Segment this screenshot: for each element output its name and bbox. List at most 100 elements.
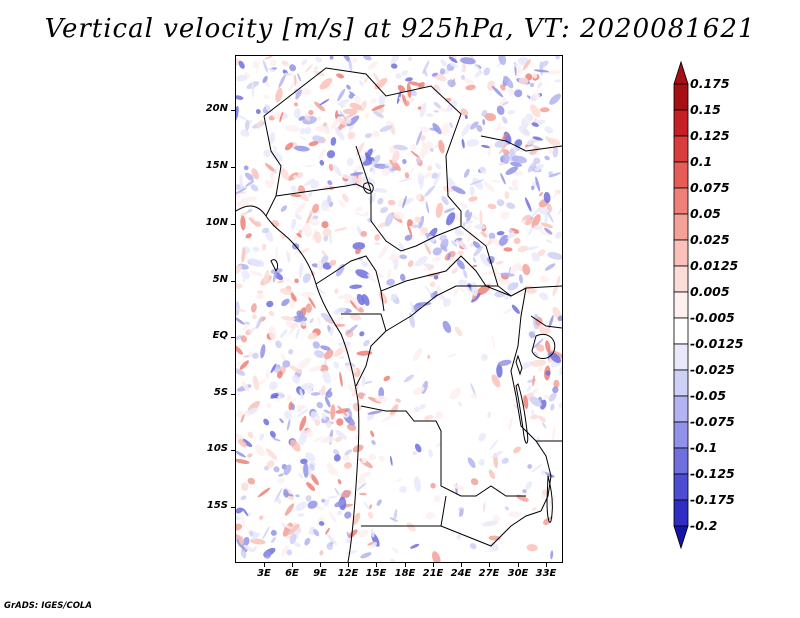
lon-tick	[264, 563, 265, 567]
lon-label: 33E	[535, 568, 557, 579]
colorbar-segment	[673, 265, 689, 293]
colorbar-label: -0.2	[690, 518, 718, 533]
colorbar-segment	[673, 83, 689, 111]
lat-tick	[231, 110, 235, 111]
country-borders	[236, 67, 562, 562]
lat-label: 5N	[212, 274, 228, 285]
colorbar-segment	[673, 187, 689, 215]
lake-malawi	[546, 475, 553, 523]
border-kenya	[530, 315, 562, 329]
lon-label: 15E	[365, 568, 387, 579]
lat-label: 15N	[205, 160, 228, 171]
colorbar-segment	[673, 499, 689, 527]
lon-tick	[376, 563, 377, 567]
colorbar-label: -0.075	[690, 414, 735, 429]
colorbar-label: 0.125	[690, 128, 730, 143]
lat-label: 20N	[205, 103, 228, 114]
colorbar-label: 0.175	[690, 76, 730, 91]
lon-label: 3E	[257, 568, 271, 579]
colorbar-segment	[673, 421, 689, 449]
lon-label: 30E	[507, 568, 529, 579]
lon-tick	[348, 563, 349, 567]
colorbar-label: 0.025	[690, 232, 730, 247]
colorbar-label: -0.125	[690, 466, 735, 481]
lat-tick	[231, 394, 235, 395]
chart-title: Vertical velocity [m/s] at 925hPa, VT: 2…	[44, 14, 756, 44]
colorbar-label: 0.075	[690, 180, 730, 195]
colorbar-label: -0.175	[690, 492, 735, 507]
border-east-frame	[480, 135, 562, 152]
colorbar-label: -0.025	[690, 362, 735, 377]
colorbar-label: 0.05	[690, 206, 721, 221]
vertical-velocity-field	[236, 56, 562, 562]
footer-credit: GrADS: IGES/COLA	[4, 601, 92, 611]
colorbar-label: -0.05	[690, 388, 727, 403]
border-congo	[341, 313, 387, 387]
colorbar-segment	[673, 109, 689, 137]
colorbar-label: -0.005	[690, 310, 735, 325]
lat-label: 10S	[206, 443, 228, 454]
colorbar-label: -0.0125	[690, 336, 744, 351]
border-north	[263, 67, 562, 297]
border-drc-north	[385, 285, 512, 332]
lon-tick	[461, 563, 462, 567]
lon-tick	[320, 563, 321, 567]
colorbar-label: -0.1	[690, 440, 718, 455]
lat-label: EQ	[212, 330, 228, 341]
coastline	[236, 205, 360, 562]
colorbar-segment	[673, 317, 689, 345]
lat-tick	[231, 450, 235, 451]
lat-tick	[231, 281, 235, 282]
colorbar-segment	[673, 135, 689, 163]
lon-tick	[489, 563, 490, 567]
colorbar-arrow-bottom	[673, 525, 689, 550]
colorbar-segment	[673, 369, 689, 397]
lon-label: 6E	[285, 568, 299, 579]
lon-label: 12E	[337, 568, 359, 579]
colorbar-segment	[673, 473, 689, 501]
colorbar-segment	[673, 213, 689, 241]
lat-tick	[231, 167, 235, 168]
lat-tick	[231, 507, 235, 508]
colorbar-segment	[673, 395, 689, 423]
colorbar-segment	[673, 161, 689, 189]
border-lake-chad	[355, 145, 462, 252]
velocity-speckle-layer	[236, 56, 562, 562]
lon-tick	[546, 563, 547, 567]
colorbar-segment	[673, 291, 689, 319]
lake-chad-shore	[363, 182, 374, 194]
border-car	[380, 255, 498, 292]
lon-tick	[292, 563, 293, 567]
colorbar-label: 0.15	[690, 102, 721, 117]
lat-label: 15S	[206, 500, 228, 511]
colorbar-label: 0.005	[690, 284, 730, 299]
border-angola	[360, 405, 526, 497]
lon-tick	[518, 563, 519, 567]
lake-albert	[515, 354, 523, 376]
lat-label: 10N	[205, 217, 228, 228]
lat-label: 5S	[213, 387, 228, 398]
lon-label: 9E	[313, 568, 327, 579]
lon-tick	[433, 563, 434, 567]
lon-label: 27E	[478, 568, 500, 579]
lon-label: 24E	[450, 568, 472, 579]
lon-label: 21E	[422, 568, 444, 579]
border-angola-south	[361, 495, 447, 527]
lat-tick	[231, 224, 235, 225]
lat-tick	[231, 337, 235, 338]
border-zambia	[440, 510, 542, 547]
border-west-north	[263, 115, 282, 217]
lake-victoria	[531, 333, 556, 359]
lon-tick	[405, 563, 406, 567]
colorbar-label: 0.1	[690, 154, 713, 169]
colorbar-segment	[673, 239, 689, 267]
colorbar-segment	[673, 343, 689, 371]
colorbar	[673, 60, 689, 550]
colorbar-arrow-top	[673, 60, 689, 85]
colorbar-segment	[673, 447, 689, 475]
border-nigeria	[275, 183, 372, 197]
lake-tanganyika	[515, 383, 529, 444]
map-panel	[235, 55, 563, 563]
lake-volta	[270, 259, 279, 272]
lon-label: 18E	[394, 568, 416, 579]
